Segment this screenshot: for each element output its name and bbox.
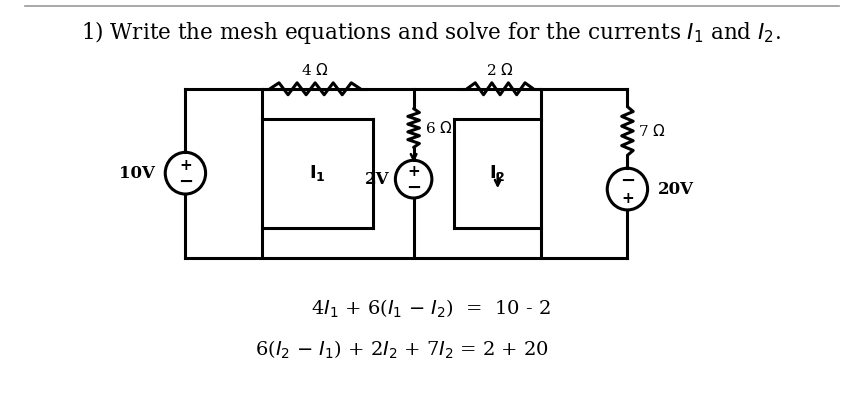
Text: 6 $\Omega$: 6 $\Omega$ xyxy=(425,120,453,136)
Text: 2 $\Omega$: 2 $\Omega$ xyxy=(486,62,514,78)
Text: +: + xyxy=(407,164,420,179)
Text: 4 $\Omega$: 4 $\Omega$ xyxy=(301,62,329,78)
Text: 4$I_1$ + 6($I_1$ $-$ $I_2$)  =  10 - 2: 4$I_1$ + 6($I_1$ $-$ $I_2$) = 10 - 2 xyxy=(312,297,551,320)
Text: −: − xyxy=(620,172,635,190)
Text: +: + xyxy=(179,158,192,173)
Text: $\mathbf{I_1}$: $\mathbf{I_1}$ xyxy=(309,163,326,183)
Text: −: − xyxy=(178,173,193,191)
Text: +: + xyxy=(621,190,633,205)
Text: 2V: 2V xyxy=(365,171,389,188)
Text: 7 $\Omega$: 7 $\Omega$ xyxy=(638,123,665,139)
Text: −: − xyxy=(406,179,421,197)
Text: 10V: 10V xyxy=(119,165,154,182)
Text: 6($I_2$ $-$ $I_1$) + 2$I_2$ + 7$I_2$ = 2 + 20: 6($I_2$ $-$ $I_1$) + 2$I_2$ + 7$I_2$ = 2… xyxy=(255,339,549,361)
Text: 1) Write the mesh equations and solve for the currents $I_1$ and $I_2$.: 1) Write the mesh equations and solve fo… xyxy=(81,19,781,46)
Text: $\mathbf{I_2}$: $\mathbf{I_2}$ xyxy=(489,163,506,183)
Text: 20V: 20V xyxy=(658,181,694,198)
